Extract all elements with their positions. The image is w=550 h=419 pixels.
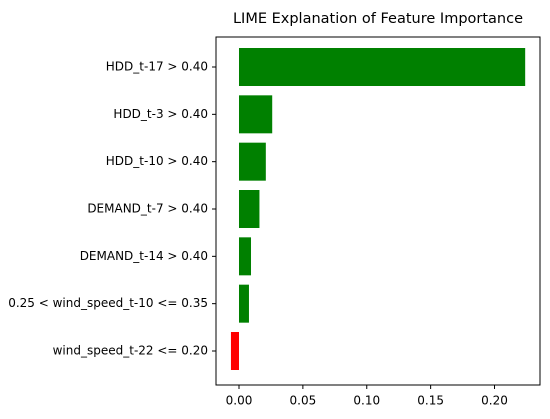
- bar: [238, 48, 526, 86]
- y-tick-label: HDD_t-10 > 0.40: [106, 154, 208, 168]
- bar: [230, 332, 239, 370]
- axes-frame: [215, 36, 541, 386]
- x-tick-label: 0.10: [353, 394, 380, 408]
- y-tick-label: DEMAND_t-7 > 0.40: [87, 202, 208, 216]
- y-tick-label: DEMAND_t-14 > 0.40: [80, 249, 208, 263]
- bar: [238, 142, 266, 181]
- x-tick-label: 0.00: [226, 394, 253, 408]
- bar: [238, 95, 273, 134]
- x-tick-label: 0.20: [481, 394, 508, 408]
- bar: [238, 190, 260, 228]
- y-tick-label: wind_speed_t-22 <= 0.20: [53, 344, 208, 358]
- y-tick-label: HDD_t-3 > 0.40: [113, 107, 208, 121]
- bar: [238, 284, 249, 323]
- y-tick-label: 0.25 < wind_speed_t-10 <= 0.35: [8, 296, 208, 310]
- y-tick-label: HDD_t-17 > 0.40: [106, 60, 208, 74]
- x-tick-label: 0.05: [290, 394, 317, 408]
- x-tick-label: 0.15: [417, 394, 444, 408]
- bar: [238, 237, 252, 276]
- chart-title: LIME Explanation of Feature Importance: [233, 11, 523, 27]
